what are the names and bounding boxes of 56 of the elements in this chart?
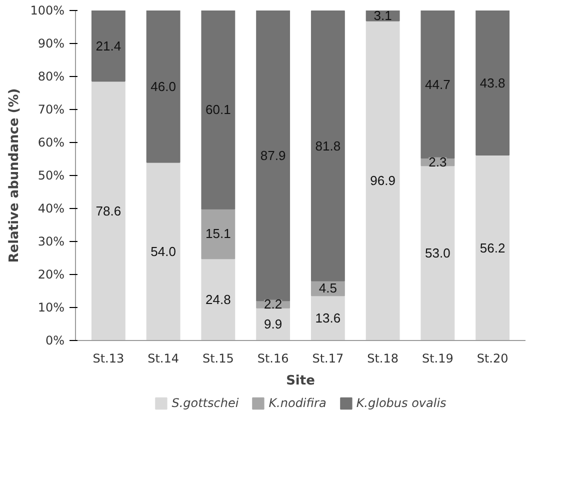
x-tick-label: St.20 bbox=[476, 352, 508, 366]
bar bbox=[420, 10, 455, 159]
data-label: 87.9 bbox=[260, 148, 286, 164]
data-label: 60.1 bbox=[206, 102, 231, 118]
y-axis-title: Relative abundance (%) bbox=[7, 88, 22, 263]
bar bbox=[146, 162, 180, 340]
data-label: 4.5 bbox=[318, 280, 337, 296]
data-label: 3.1 bbox=[374, 8, 392, 24]
data-label: 96.9 bbox=[370, 173, 396, 188]
y-tick-label: 20% bbox=[38, 268, 64, 282]
data-label: 54.0 bbox=[150, 244, 176, 259]
y-tick-label: 30% bbox=[38, 234, 64, 248]
x-tick-label: St.17 bbox=[312, 352, 344, 366]
data-label: 2.2 bbox=[264, 296, 282, 312]
data-label: 56.2 bbox=[480, 240, 506, 256]
legend-label: S.gottschei bbox=[172, 396, 239, 410]
bar bbox=[476, 154, 510, 340]
x-tick-label: St.16 bbox=[257, 352, 289, 366]
bar bbox=[91, 10, 126, 82]
legend-label: K.globus ovalis bbox=[356, 396, 446, 410]
y-tick-label: 10% bbox=[38, 300, 64, 314]
bar bbox=[201, 258, 236, 340]
data-label: 43.8 bbox=[480, 75, 506, 90]
data-label: 21.4 bbox=[96, 38, 122, 54]
data-label: 78.6 bbox=[96, 203, 122, 218]
data-label: 81.8 bbox=[315, 138, 341, 154]
y-tick-label: 0% bbox=[45, 334, 65, 348]
y-tick-label: 100% bbox=[30, 4, 65, 18]
x-tick-label: St.14 bbox=[148, 352, 180, 366]
data-label: 46.0 bbox=[150, 78, 176, 94]
y-tick-label: 60% bbox=[38, 136, 64, 150]
data-label: 15.1 bbox=[206, 226, 231, 242]
x-axis-title: Site bbox=[286, 374, 316, 388]
x-tick-label: St.18 bbox=[367, 352, 399, 366]
data-label: 53.0 bbox=[425, 246, 450, 261]
data-label: 24.8 bbox=[206, 292, 231, 308]
x-tick-label: St.15 bbox=[202, 352, 234, 366]
bar bbox=[146, 10, 180, 163]
data-label: 13.6 bbox=[315, 310, 341, 326]
bar bbox=[420, 165, 455, 340]
y-tick-label: 50% bbox=[38, 168, 64, 182]
y-tick-label: 80% bbox=[38, 70, 64, 84]
y-tick-label: 90% bbox=[38, 36, 64, 50]
y-tick-label: 70% bbox=[38, 102, 64, 116]
bar bbox=[310, 10, 345, 282]
data-label: 9.9 bbox=[264, 316, 282, 332]
x-tick-label: St.13 bbox=[92, 352, 124, 366]
data-label: 44.7 bbox=[425, 76, 450, 92]
bar bbox=[91, 80, 126, 340]
legend-label: K.nodifira bbox=[268, 396, 326, 410]
data-label: 2.3 bbox=[428, 154, 447, 170]
bar bbox=[366, 20, 400, 340]
bar bbox=[201, 10, 236, 210]
bar bbox=[476, 10, 510, 156]
y-tick-label: 40% bbox=[38, 202, 64, 216]
x-tick-label: St.19 bbox=[422, 352, 454, 366]
